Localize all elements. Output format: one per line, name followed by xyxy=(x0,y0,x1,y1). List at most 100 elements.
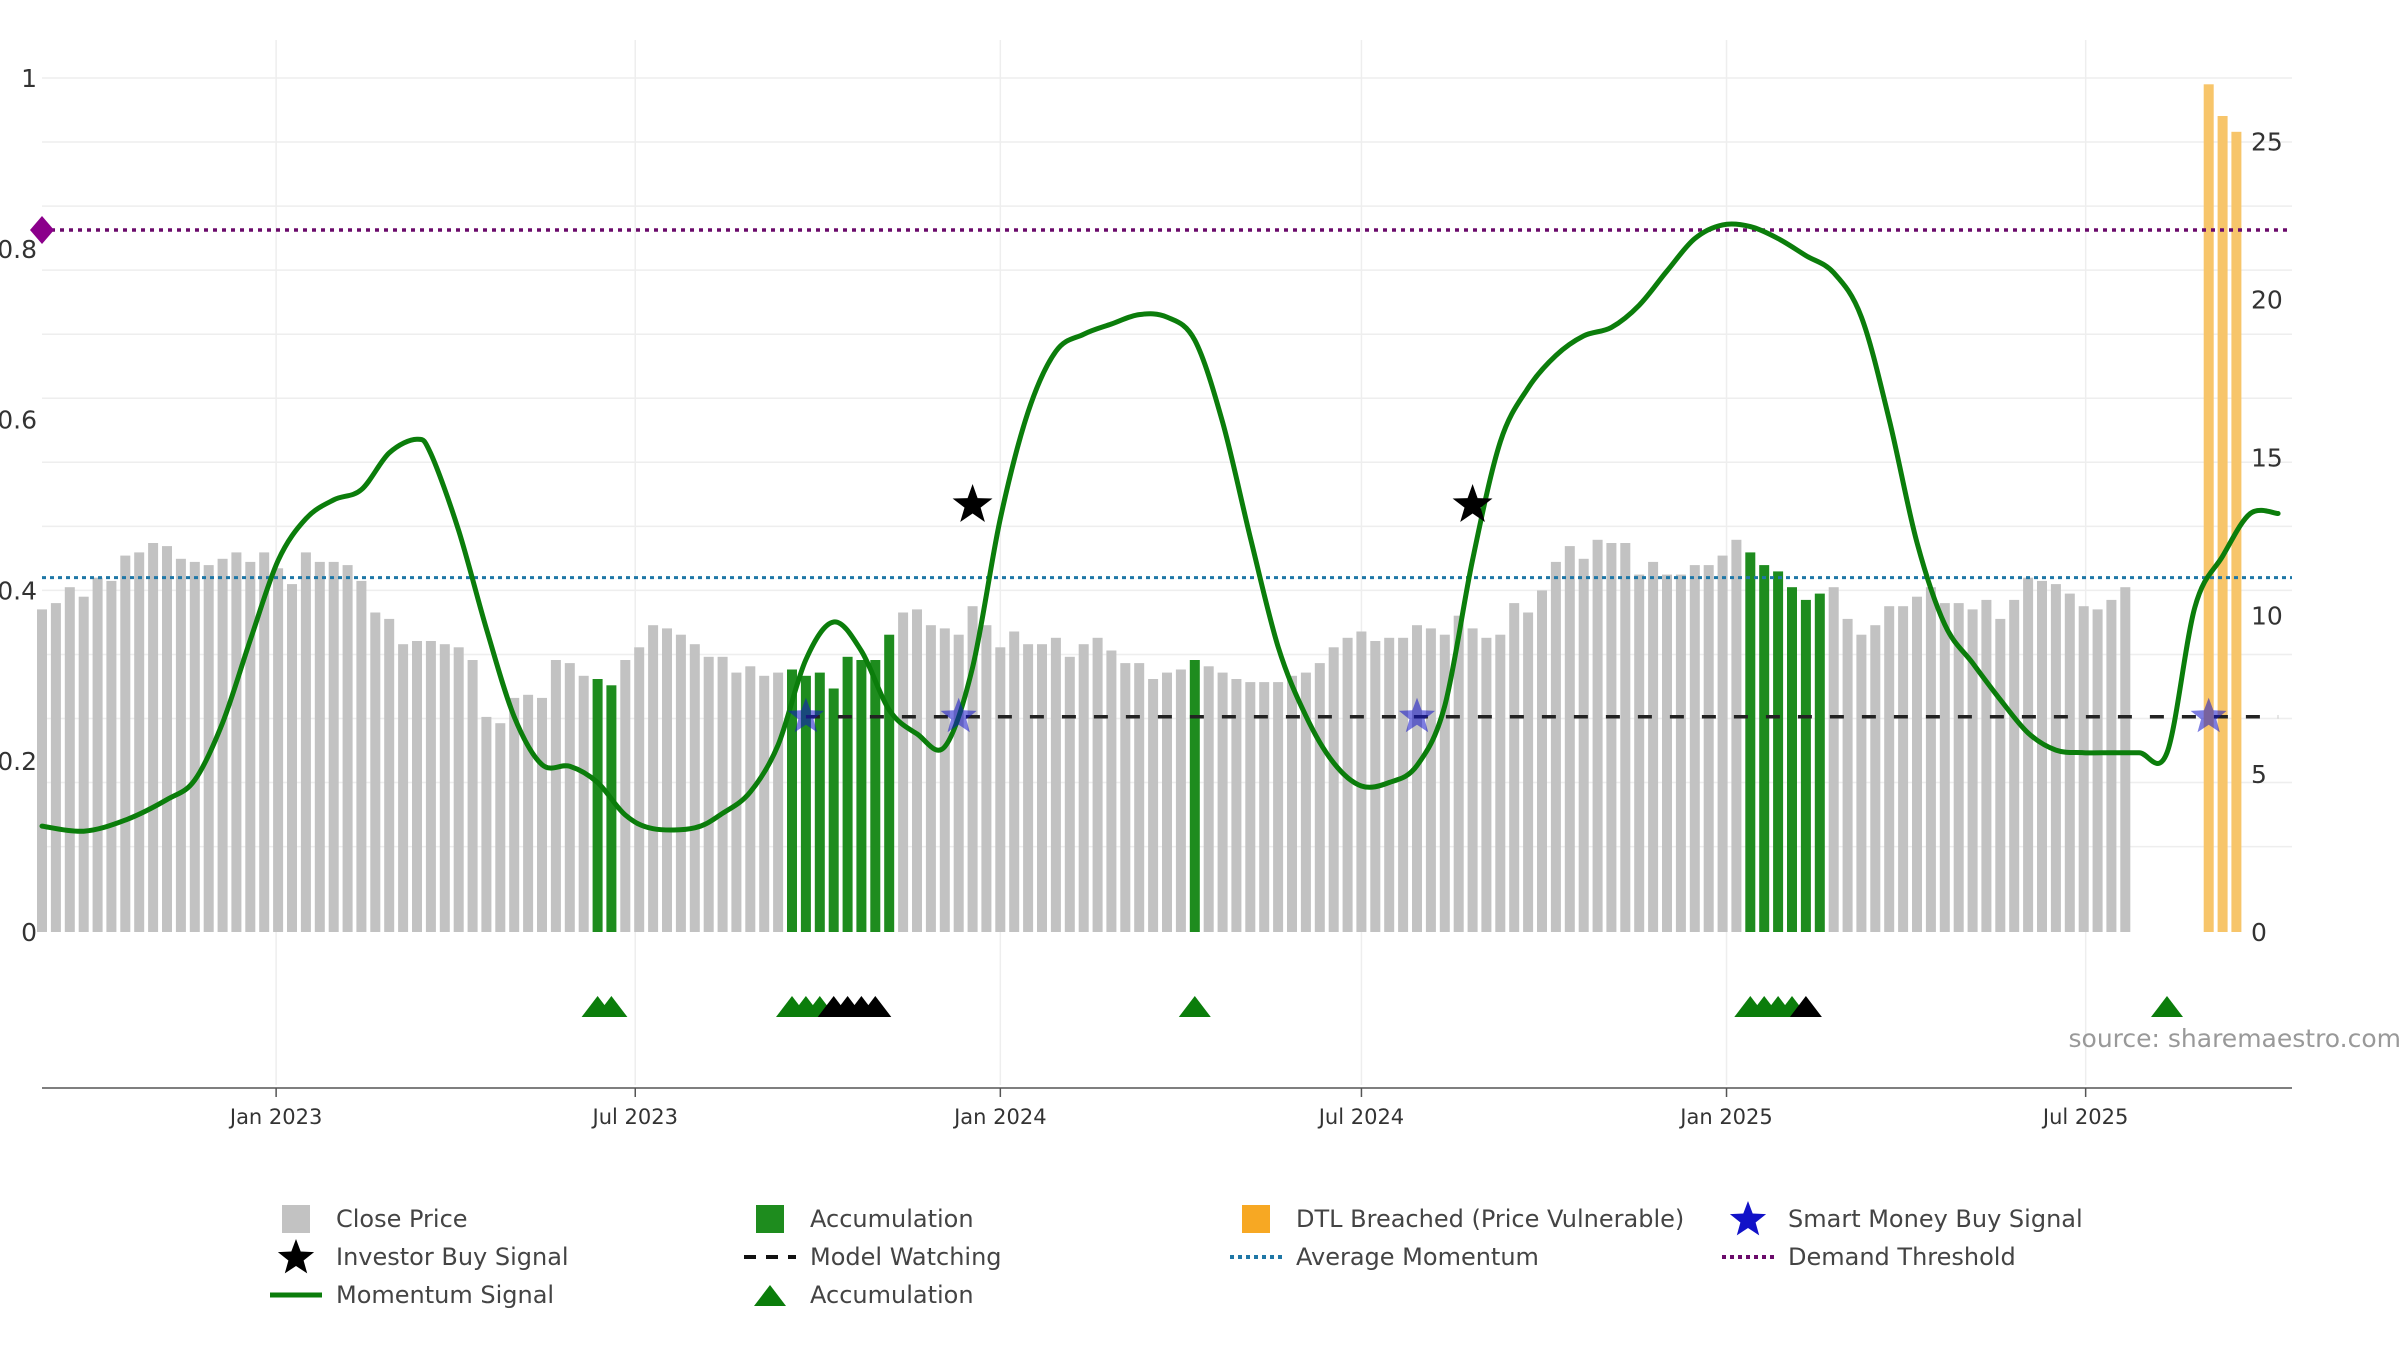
close-price-bar xyxy=(1606,543,1617,932)
axes: Jan 2023 Jul 2023 Jan 2024 Jul 2024 Jan 2025… xyxy=(0,64,2292,1129)
close-price-bar xyxy=(717,656,728,932)
close-price-bar xyxy=(1050,637,1061,932)
chart-legend: Close Price Accumulation DTL Breached (Pri… xyxy=(0,1200,2400,1350)
legend-label: Accumulation xyxy=(810,1281,974,1309)
close-price-bar xyxy=(620,660,631,932)
legend-label: Accumulation xyxy=(810,1205,974,1233)
x-tick-label: Jul 2024 xyxy=(1317,1105,1404,1129)
close-price-bar xyxy=(1134,663,1145,932)
accumulation-triangle xyxy=(1789,996,1822,1017)
right-tick-label: 20 xyxy=(2251,285,2283,314)
close-price-bar xyxy=(550,660,561,932)
right-tick-label: 10 xyxy=(2251,602,2283,631)
close-price-bar xyxy=(2064,593,2075,932)
close-price-bar xyxy=(78,596,89,932)
accumulation-bar xyxy=(1189,660,1200,932)
close-price-bar xyxy=(134,552,145,932)
green-triangle-legend-icon xyxy=(744,1276,796,1314)
accumulation-bar xyxy=(856,660,867,932)
x-tick-label: Jan 2025 xyxy=(1678,1105,1773,1129)
close-price-bar xyxy=(578,675,589,932)
smart-money-buy-star xyxy=(940,697,977,733)
grey-square-legend-icon xyxy=(270,1200,322,1238)
close-price-bar xyxy=(1342,637,1353,932)
close-price-bar xyxy=(1648,561,1659,932)
close-price-bar xyxy=(1162,672,1172,932)
dotted-line-legend-icon xyxy=(1230,1238,1282,1276)
close-price-bar xyxy=(953,634,964,932)
demand-threshold-marker xyxy=(30,216,54,245)
close-price-bar xyxy=(1231,679,1242,932)
smart-money-buy-star xyxy=(2190,697,2227,733)
close-price-bar xyxy=(453,647,464,932)
legend-label: Model Watching xyxy=(810,1243,1002,1271)
close-price-bar xyxy=(662,628,672,932)
x-tick-label: Jan 2023 xyxy=(228,1105,323,1129)
close-price-bar xyxy=(1037,644,1047,932)
left-tick-label: 0 xyxy=(21,918,37,947)
close-price-bar xyxy=(1523,612,1534,932)
close-price-bar xyxy=(412,641,422,932)
accumulation-bar xyxy=(814,672,825,932)
close-price-bar xyxy=(773,672,784,932)
legend-item: Average Momentum xyxy=(1230,1238,1539,1276)
close-price-bar xyxy=(648,625,659,932)
close-price-bar xyxy=(203,565,214,932)
x-tick-label: Jul 2023 xyxy=(591,1105,678,1129)
close-price-bar xyxy=(1967,609,1978,932)
close-price-bar xyxy=(703,656,714,932)
accumulation-bar xyxy=(870,660,881,932)
close-price-bar xyxy=(912,609,922,932)
close-price-bar xyxy=(342,565,353,932)
investor-buy-star xyxy=(952,484,993,522)
close-price-bar xyxy=(1092,637,1103,932)
legend-item: Smart Money Buy Signal xyxy=(1722,1200,2083,1238)
left-tick-label: 0.2 xyxy=(0,747,37,776)
close-price-bar xyxy=(300,552,311,932)
signal-markers xyxy=(581,484,2227,1017)
close-price-bar xyxy=(1175,669,1186,932)
dtl-breached-bar xyxy=(2203,84,2214,933)
left-tick-label: 0.6 xyxy=(0,406,37,435)
close-price-bar xyxy=(175,558,186,932)
close-price-bar xyxy=(2078,606,2089,932)
close-price-bar xyxy=(1662,574,1672,932)
legend-item: Investor Buy Signal xyxy=(270,1238,569,1276)
legend-label: DTL Breached (Price Vulnerable) xyxy=(1296,1205,1685,1233)
close-price-bar xyxy=(564,663,575,932)
left-tick-label: 0.8 xyxy=(0,235,37,264)
close-price-bar xyxy=(1481,637,1492,932)
close-price-bar xyxy=(1245,682,1256,932)
close-price-bar xyxy=(1981,599,1992,932)
close-price-bar xyxy=(2037,580,2047,932)
close-price-bar xyxy=(2023,577,2034,932)
close-price-bar xyxy=(1203,666,1214,932)
smart-money-buy-star xyxy=(1398,697,1436,733)
close-price-bar xyxy=(981,625,992,932)
close-price-bar xyxy=(2092,609,2103,932)
accumulation-bar xyxy=(800,675,811,932)
close-price-bar xyxy=(356,580,367,932)
close-price-bar xyxy=(1273,682,1284,932)
accumulation-triangle xyxy=(595,996,628,1017)
accumulation-bar xyxy=(884,634,895,932)
dashed-line-legend-icon xyxy=(744,1238,796,1276)
close-price-bar xyxy=(1398,637,1409,932)
close-price-bar xyxy=(1120,663,1131,932)
close-price-bar xyxy=(439,644,450,932)
right-tick-label: 0 xyxy=(2251,918,2267,947)
close-price-bar xyxy=(37,609,47,932)
close-price-bar xyxy=(398,644,409,932)
close-price-bar xyxy=(1634,574,1645,932)
close-price-bar xyxy=(1912,596,1922,932)
black-star-legend-icon xyxy=(270,1238,322,1276)
close-price-bar xyxy=(995,647,1006,932)
close-price-bar xyxy=(1898,606,1909,932)
close-price-bar xyxy=(245,561,256,932)
close-price-bar xyxy=(287,584,297,932)
legend-item: Accumulation xyxy=(744,1200,974,1238)
legend-label: Smart Money Buy Signal xyxy=(1788,1205,2083,1233)
accumulation-triangle xyxy=(859,996,892,1017)
close-price-bar xyxy=(162,546,172,932)
accumulation-bar xyxy=(1759,565,1770,932)
